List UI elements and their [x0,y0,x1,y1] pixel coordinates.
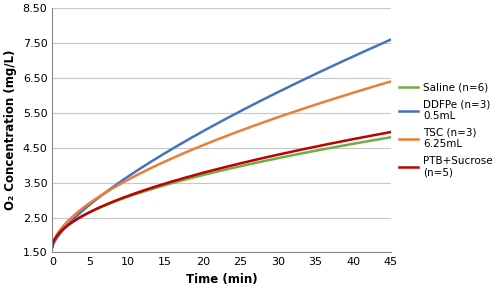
DDFPe (n=3)
0.5mL [320,69,326,72]
Line: PTB+Sucrose
(n=5): PTB+Sucrose (n=5) [52,132,391,247]
TSC (n=3)
6.25mL [186,149,192,153]
Line: DDFPe (n=3)
0.5mL: DDFPe (n=3) 0.5mL [52,39,391,247]
TSC (n=3)
6.25mL [388,80,394,83]
Saline (n=6) [84,212,90,215]
DDFPe (n=3)
0.5mL [282,87,288,90]
TSC (n=3)
6.25mL [282,113,288,117]
Saline (n=6) [186,177,192,180]
Saline (n=6) [314,149,320,152]
TSC (n=3)
6.25mL [84,203,90,207]
Legend: Saline (n=6), DDFPe (n=3)
0.5mL, TSC (n=3)
6.25mL, PTB+Sucrose
(n=5): Saline (n=6), DDFPe (n=3) 0.5mL, TSC (n=… [396,80,496,181]
Saline (n=6) [320,148,326,151]
PTB+Sucrose
(n=5) [282,151,288,155]
PTB+Sucrose
(n=5) [198,171,204,175]
PTB+Sucrose
(n=5) [320,144,326,147]
DDFPe (n=3)
0.5mL [186,137,192,141]
X-axis label: Time (min): Time (min) [186,273,258,286]
Y-axis label: O₂ Concentration (mg/L): O₂ Concentration (mg/L) [4,50,17,211]
DDFPe (n=3)
0.5mL [314,72,320,75]
DDFPe (n=3)
0.5mL [84,205,90,209]
Line: Saline (n=6): Saline (n=6) [52,137,391,247]
Saline (n=6) [282,155,288,159]
Saline (n=6) [198,174,204,177]
DDFPe (n=3)
0.5mL [50,245,56,249]
PTB+Sucrose
(n=5) [388,130,394,134]
PTB+Sucrose
(n=5) [314,145,320,148]
Saline (n=6) [388,135,394,139]
TSC (n=3)
6.25mL [320,101,326,104]
PTB+Sucrose
(n=5) [50,245,56,249]
TSC (n=3)
6.25mL [314,103,320,106]
PTB+Sucrose
(n=5) [186,175,192,178]
DDFPe (n=3)
0.5mL [198,130,204,134]
Saline (n=6) [50,245,56,249]
DDFPe (n=3)
0.5mL [388,38,394,41]
Line: TSC (n=3)
6.25mL: TSC (n=3) 6.25mL [52,81,391,247]
TSC (n=3)
6.25mL [50,245,56,249]
TSC (n=3)
6.25mL [198,144,204,148]
PTB+Sucrose
(n=5) [84,212,90,215]
